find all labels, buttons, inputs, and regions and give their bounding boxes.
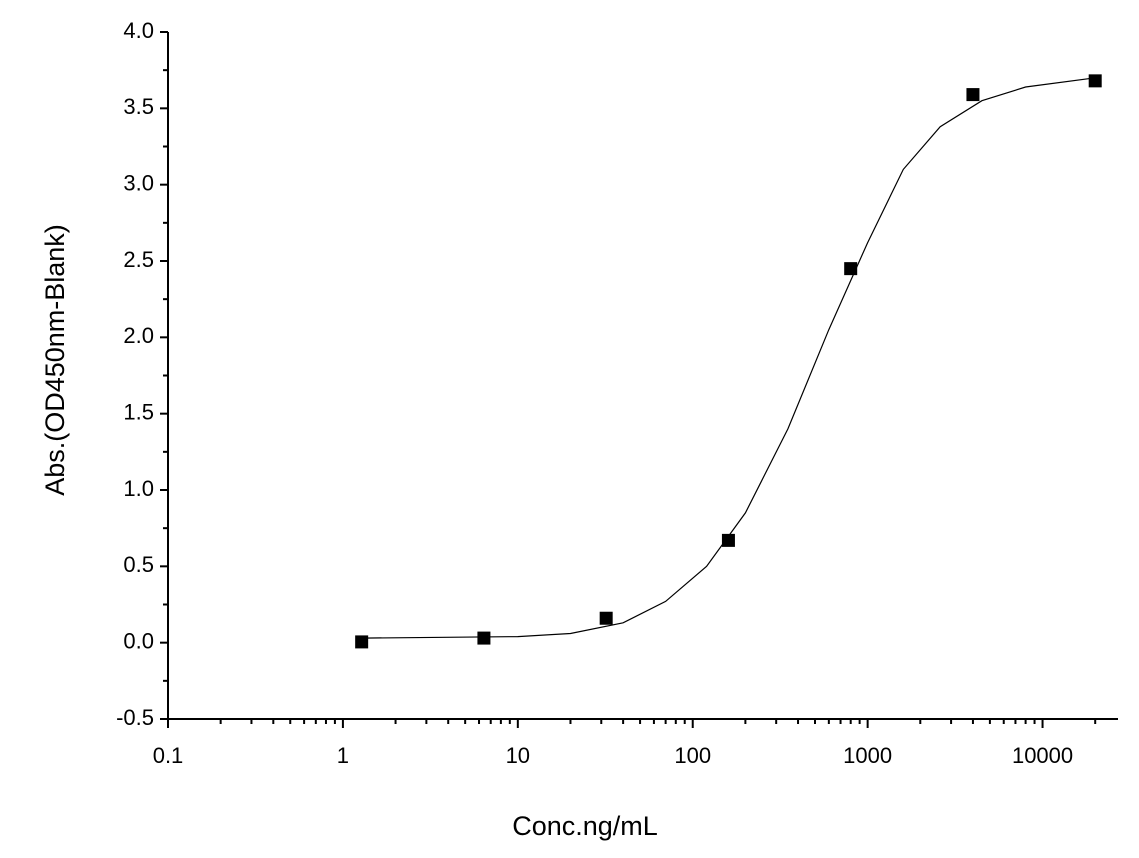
x-axis-label: Conc.ng/mL [512, 811, 658, 841]
data-point [721, 533, 735, 547]
y-tick-label: 2.0 [123, 323, 154, 348]
data-point [966, 88, 980, 102]
x-tick-label: 1 [337, 743, 349, 768]
y-tick-label: 1.0 [123, 476, 154, 501]
y-axis-label: Abs.(OD450nm-Blank) [40, 224, 70, 496]
data-point [477, 631, 491, 645]
data-point [844, 262, 858, 276]
x-tick-label: 10000 [1012, 743, 1073, 768]
y-tick-label: 0.0 [123, 628, 154, 653]
x-tick-label: 100 [674, 743, 711, 768]
y-tick-label: 3.0 [123, 170, 154, 195]
y-tick-label: -0.5 [116, 705, 154, 730]
x-tick-label: 10 [506, 743, 530, 768]
data-point [355, 635, 369, 649]
y-tick-label: 4.0 [123, 18, 154, 43]
data-point [599, 611, 613, 625]
y-tick-label: 3.5 [123, 94, 154, 119]
x-tick-label: 1000 [843, 743, 892, 768]
y-tick-label: 0.5 [123, 552, 154, 577]
fit-curve [361, 77, 1096, 639]
y-tick-label: 2.5 [123, 247, 154, 272]
x-tick-label: 0.1 [153, 743, 184, 768]
y-tick-label: 1.5 [123, 399, 154, 424]
data-point [1088, 74, 1102, 88]
